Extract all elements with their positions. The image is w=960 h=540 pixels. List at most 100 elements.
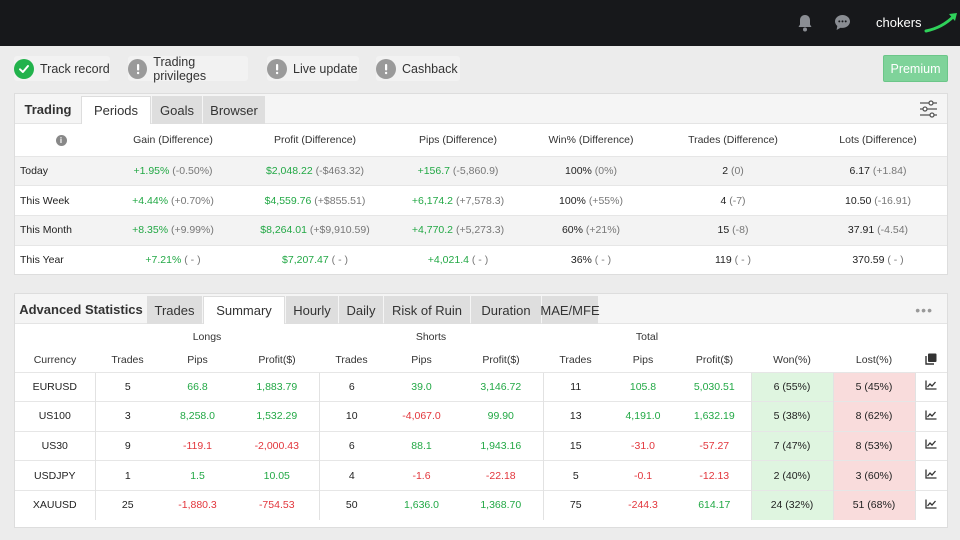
trades-cell: 2 (0) xyxy=(657,155,809,186)
info-icon[interactable]: i xyxy=(55,135,67,147)
cell: -2,000.43 xyxy=(235,430,319,461)
cell: 3,146.72 xyxy=(459,371,543,402)
cell: -12.13 xyxy=(678,460,751,491)
chart-cell xyxy=(914,401,947,432)
exclamation-icon xyxy=(128,58,148,79)
cell: 9 xyxy=(94,430,160,461)
info-header: i xyxy=(15,125,107,156)
premium-button[interactable]: Premium xyxy=(883,55,948,82)
tab-risk-of-ruin[interactable]: Risk of Ruin xyxy=(384,296,470,324)
cell: 1,368.70 xyxy=(459,489,543,520)
group-longs: Longs xyxy=(192,331,222,343)
chart-cell xyxy=(914,371,947,402)
trades-cell: 119 ( - ) xyxy=(657,244,809,275)
trend-arrow-icon xyxy=(924,13,957,33)
badge-label: Live update xyxy=(293,61,358,76)
profit-cell: $7,207.47 ( - ) xyxy=(239,244,391,275)
chart-cell xyxy=(914,430,947,461)
pips-cell: +156.7 (-5,860.9) xyxy=(391,155,525,186)
gain-cell: +7.21% ( - ) xyxy=(107,244,239,275)
more-options-icon[interactable]: ••• xyxy=(915,302,933,318)
cell: -754.53 xyxy=(235,489,319,520)
badge-cashback[interactable]: Cashback xyxy=(376,56,460,81)
currency-cell: XAUUSD xyxy=(15,489,95,520)
col-long-pips: Pips xyxy=(187,354,208,367)
period-row-month: This Month +8.35% (+9.99%) $8,264.01 (+$… xyxy=(15,214,947,246)
tab-hourly[interactable]: Hourly xyxy=(286,296,338,324)
cell: -31.0 xyxy=(608,430,678,461)
tab-goals[interactable]: Goals xyxy=(152,96,202,124)
cell: 6 xyxy=(318,430,384,461)
table-row: USDJPY 1 1.5 10.05 4 -1.6 -22.18 5 -0.1 … xyxy=(15,460,947,491)
badge-trading-privileges[interactable]: Trading privileges xyxy=(128,54,248,83)
badge-live-update[interactable]: Live update xyxy=(267,56,359,81)
col-long-profit: Profit($) xyxy=(258,354,296,367)
trading-panel: Trading Periods Goals Browser i Gain (Di… xyxy=(14,93,948,275)
profit-cell: $4,559.76 (+$855.51) xyxy=(239,185,391,216)
trading-title: Trading xyxy=(24,101,72,117)
period-row-year: This Year +7.21% ( - ) $7,207.47 ( - ) +… xyxy=(15,244,947,275)
col-total-profit: Profit($) xyxy=(695,354,734,367)
trades-cell: 15 (-8) xyxy=(657,214,809,246)
lost-cell: 8 (62%) xyxy=(832,401,915,432)
tab-periods[interactable]: Periods xyxy=(81,96,151,124)
col-short-profit: Profit($) xyxy=(482,354,520,367)
cell: 5 xyxy=(94,371,160,402)
col-lost: Lost(%) xyxy=(855,354,893,367)
cell: 39.0 xyxy=(384,371,459,402)
cell: 5,030.51 xyxy=(678,371,751,402)
group-total: Total xyxy=(635,331,659,343)
tab-summary[interactable]: Summary xyxy=(203,296,285,324)
pips-cell: +4,770.2 (+5,273.3) xyxy=(391,214,525,246)
col-gain: Gain (Difference) xyxy=(133,134,213,147)
tab-daily[interactable]: Daily xyxy=(339,296,383,324)
line-chart-icon[interactable] xyxy=(925,499,937,509)
currency-cell: USDJPY xyxy=(15,460,95,491)
lost-cell: 8 (53%) xyxy=(832,430,915,461)
win-cell: 100% (+55%) xyxy=(525,185,657,216)
top-bar: chokers xyxy=(0,0,960,46)
line-chart-icon[interactable] xyxy=(925,410,937,420)
line-chart-icon[interactable] xyxy=(925,439,937,450)
tab-trades[interactable]: Trades xyxy=(147,296,202,324)
cell: -0.1 xyxy=(608,460,678,491)
cell: 75 xyxy=(542,489,608,520)
tab-mae-mfe[interactable]: MAE/MFE xyxy=(540,296,600,324)
advanced-title: Advanced Statistics xyxy=(19,301,143,317)
chat-icon[interactable] xyxy=(834,14,851,31)
filter-settings-icon[interactable] xyxy=(919,100,938,118)
line-chart-icon[interactable] xyxy=(925,380,937,390)
exclamation-icon xyxy=(376,58,396,79)
copy-icon[interactable] xyxy=(925,353,937,365)
tab-duration[interactable]: Duration xyxy=(471,296,541,324)
username[interactable]: chokers xyxy=(876,15,922,30)
cell: 66.8 xyxy=(160,371,235,402)
line-chart-icon[interactable] xyxy=(925,469,937,479)
lots-cell: 10.50 (-16.91) xyxy=(809,185,947,216)
table-row: US30 9 -119.1 -2,000.43 6 88.1 1,943.16 … xyxy=(15,430,947,461)
cell: -4,067.0 xyxy=(384,401,459,432)
lost-cell: 3 (60%) xyxy=(832,460,915,491)
chart-cell xyxy=(914,489,947,520)
col-win: Win% (Difference) xyxy=(548,134,634,147)
table-row: XAUUSD 25 -1,880.3 -754.53 50 1,636.0 1,… xyxy=(15,489,947,520)
tab-browser[interactable]: Browser xyxy=(203,96,265,124)
cell: 614.17 xyxy=(678,489,751,520)
lots-cell: 6.17 (+1.84) xyxy=(809,155,947,186)
cell: 4 xyxy=(318,460,384,491)
cell: 1 xyxy=(94,460,160,491)
check-icon xyxy=(14,58,34,79)
cell: 1,532.29 xyxy=(235,401,319,432)
cell: -1,880.3 xyxy=(160,489,235,520)
bell-icon[interactable] xyxy=(797,14,813,32)
periods-header-row: i Gain (Difference) Profit (Difference) … xyxy=(15,125,947,156)
period-label: This Year xyxy=(15,244,107,275)
badge-track-record[interactable]: Track record xyxy=(14,56,110,81)
cell: -22.18 xyxy=(459,460,543,491)
badge-label: Trading privileges xyxy=(153,54,207,83)
win-cell: 60% (+21%) xyxy=(525,214,657,246)
cell: -244.3 xyxy=(608,489,678,520)
lost-cell: 51 (68%) xyxy=(832,489,915,520)
currency-cell: EURUSD xyxy=(15,371,95,402)
cell: 10.05 xyxy=(235,460,319,491)
